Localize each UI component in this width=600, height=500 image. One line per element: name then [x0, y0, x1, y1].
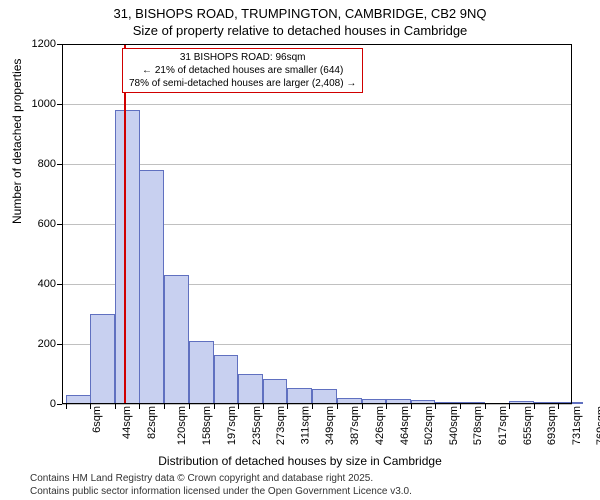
- ytick-mark: [57, 404, 62, 405]
- attribution-text: Contains HM Land Registry data © Crown c…: [30, 473, 412, 498]
- xtick-label: 540sqm: [448, 406, 460, 445]
- xtick-label: 44sqm: [121, 406, 133, 439]
- xtick-label: 273sqm: [275, 406, 287, 445]
- xtick-mark: [362, 404, 363, 409]
- xtick-label: 769sqm: [596, 406, 600, 445]
- xtick-label: 464sqm: [399, 406, 411, 445]
- y-axis-line: [62, 44, 63, 404]
- xtick-mark: [386, 404, 387, 409]
- ytick-label: 0: [20, 398, 56, 410]
- xtick-mark: [90, 404, 91, 409]
- xtick-mark: [164, 404, 165, 409]
- xtick-label: 578sqm: [472, 406, 484, 445]
- ytick-label: 400: [20, 278, 56, 290]
- xtick-mark: [189, 404, 190, 409]
- xtick-mark: [485, 404, 486, 409]
- ytick-label: 200: [20, 338, 56, 350]
- right-axis-line: [571, 44, 572, 404]
- attribution-line-1: Contains HM Land Registry data © Crown c…: [30, 473, 412, 486]
- ytick-label: 1000: [20, 98, 56, 110]
- xtick-label: 349sqm: [324, 406, 336, 445]
- x-axis-line: [62, 403, 572, 404]
- ytick-label: 1200: [20, 38, 56, 50]
- xtick-label: 158sqm: [201, 406, 213, 445]
- xtick-label: 387sqm: [349, 406, 361, 445]
- xtick-mark: [435, 404, 436, 409]
- x-axis-label: Distribution of detached houses by size …: [0, 454, 600, 468]
- xtick-label: 235sqm: [251, 406, 263, 445]
- xtick-mark: [287, 404, 288, 409]
- top-axis-line: [62, 44, 572, 45]
- plot-area: 020040060080010001200 31 BISHOPS ROAD: 9…: [62, 44, 572, 404]
- title-line-1: 31, BISHOPS ROAD, TRUMPINGTON, CAMBRIDGE…: [0, 6, 600, 23]
- xtick-label: 502sqm: [423, 406, 435, 445]
- ytick-label: 800: [20, 158, 56, 170]
- xtick-mark: [238, 404, 239, 409]
- chart-title: 31, BISHOPS ROAD, TRUMPINGTON, CAMBRIDGE…: [0, 0, 600, 40]
- xtick-label: 426sqm: [374, 406, 386, 445]
- y-axis-label: Number of detached properties: [10, 59, 24, 224]
- xtick-label: 311sqm: [299, 406, 311, 444]
- xtick-label: 82sqm: [146, 406, 158, 439]
- xtick-mark: [66, 404, 67, 409]
- xtick-mark: [509, 404, 510, 409]
- ytick-label: 600: [20, 218, 56, 230]
- xtick-mark: [312, 404, 313, 409]
- attribution-line-2: Contains public sector information licen…: [30, 486, 412, 499]
- xtick-mark: [139, 404, 140, 409]
- xtick-label: 617sqm: [497, 406, 509, 445]
- xtick-label: 197sqm: [226, 406, 238, 445]
- xtick-mark: [214, 404, 215, 409]
- xtick-mark: [337, 404, 338, 409]
- title-line-2: Size of property relative to detached ho…: [0, 23, 600, 40]
- xtick-mark: [263, 404, 264, 409]
- xtick-mark: [411, 404, 412, 409]
- xtick-mark: [534, 404, 535, 409]
- xtick-label: 120sqm: [177, 406, 189, 445]
- xtick-mark: [558, 404, 559, 409]
- xtick-mark: [460, 404, 461, 409]
- xtick-label: 693sqm: [547, 406, 559, 445]
- xtick-label: 655sqm: [522, 406, 534, 445]
- xtick-label: 731sqm: [571, 406, 583, 445]
- xtick-mark: [115, 404, 116, 409]
- xtick-label: 6sqm: [91, 406, 103, 433]
- x-ticks: 6sqm44sqm82sqm120sqm158sqm197sqm235sqm27…: [62, 44, 572, 404]
